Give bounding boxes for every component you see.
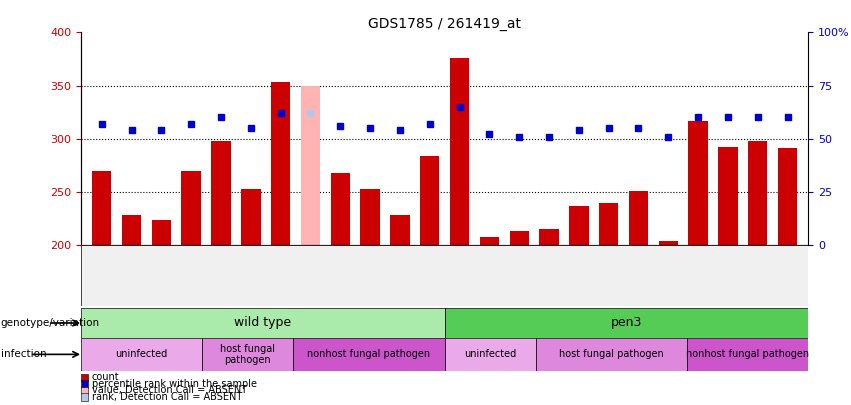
Bar [300, 85, 320, 245]
Bar [293, 338, 444, 371]
Bar [81, 338, 202, 371]
Text: host fungal pathogen: host fungal pathogen [559, 350, 664, 359]
Text: uninfected: uninfected [116, 350, 168, 359]
Bar [391, 215, 409, 245]
Text: infection: infection [1, 350, 47, 359]
Text: percentile rank within the sample: percentile rank within the sample [92, 379, 257, 389]
Bar [420, 156, 439, 245]
Bar [450, 58, 469, 245]
Bar [361, 189, 380, 245]
Bar [718, 147, 738, 245]
Bar [181, 171, 201, 245]
Bar [569, 206, 589, 245]
Bar [659, 241, 678, 245]
Text: nonhost fungal pathogen: nonhost fungal pathogen [686, 350, 809, 359]
Text: count: count [92, 373, 119, 382]
Bar [151, 220, 171, 245]
Text: genotype/variation: genotype/variation [1, 318, 100, 328]
Bar [81, 245, 808, 306]
Text: wild type: wild type [234, 316, 291, 330]
Bar [778, 148, 797, 245]
Bar [211, 141, 231, 245]
Bar [688, 121, 708, 245]
Bar [540, 229, 559, 245]
Bar [271, 82, 290, 245]
Bar [599, 202, 619, 245]
Text: value, Detection Call = ABSENT: value, Detection Call = ABSENT [92, 386, 247, 395]
Text: nonhost fungal pathogen: nonhost fungal pathogen [307, 350, 431, 359]
Bar [92, 171, 111, 245]
Text: uninfected: uninfected [464, 350, 517, 359]
Bar [330, 173, 350, 245]
Text: pen3: pen3 [611, 316, 643, 330]
Bar [202, 338, 293, 371]
Bar [444, 338, 535, 371]
Bar [480, 237, 499, 245]
Bar [510, 231, 528, 245]
Bar [81, 308, 444, 338]
Bar [688, 338, 808, 371]
Bar [444, 308, 808, 338]
Text: host fungal
pathogen: host fungal pathogen [220, 343, 275, 365]
Bar [535, 338, 688, 371]
Title: GDS1785 / 261419_at: GDS1785 / 261419_at [368, 17, 521, 31]
Bar [748, 141, 768, 245]
Bar [241, 189, 260, 245]
Text: rank, Detection Call = ABSENT: rank, Detection Call = ABSENT [92, 392, 243, 402]
Bar [629, 191, 648, 245]
Bar [122, 215, 141, 245]
